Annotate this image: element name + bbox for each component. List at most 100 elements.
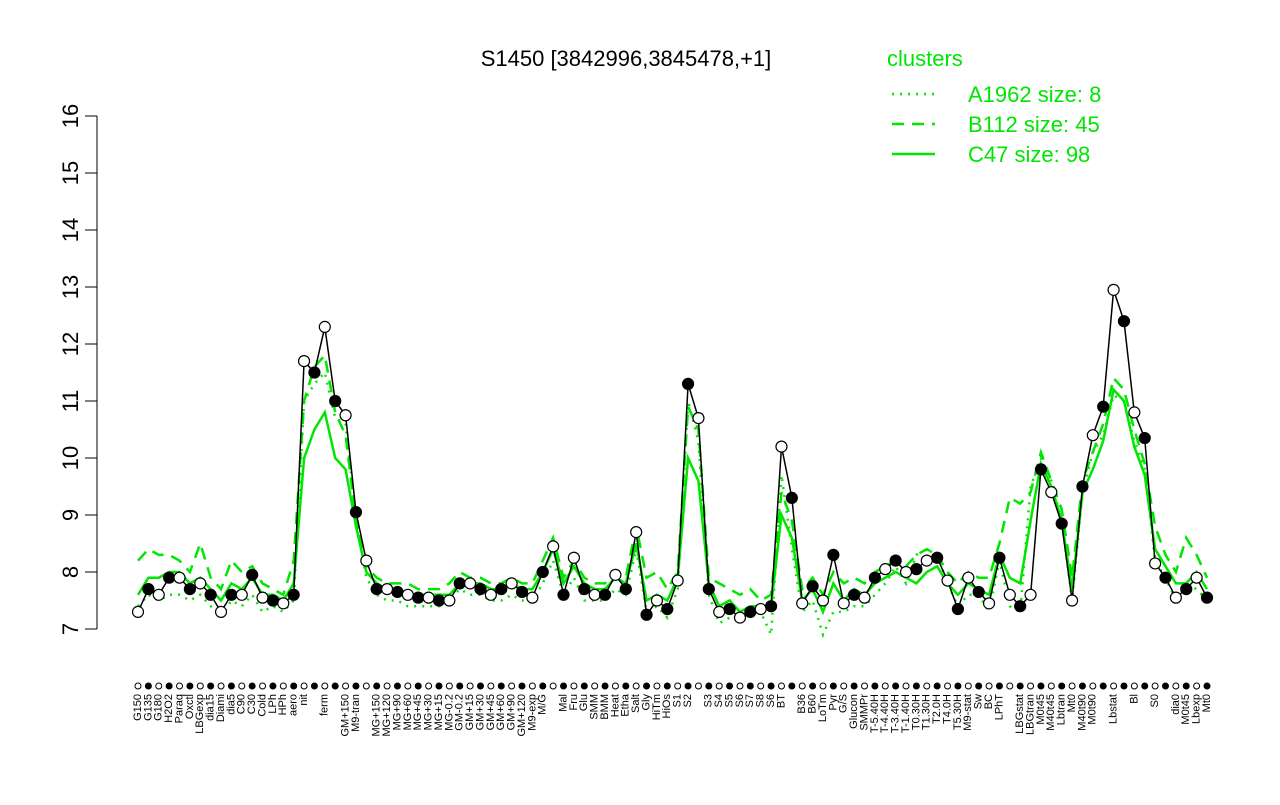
data-point [152, 588, 165, 601]
x-tick-label: M40t90 [1076, 694, 1088, 731]
x-tick-label: LPhT [993, 694, 1005, 721]
x-rug [342, 682, 350, 690]
data-point [785, 491, 798, 504]
data-point [775, 440, 788, 453]
x-rug [1110, 682, 1118, 690]
legend-title: clusters [887, 46, 963, 71]
x-rug [1099, 682, 1107, 690]
x-tick-label: T2.0H [931, 694, 943, 724]
y-tick-label: 13 [58, 275, 83, 299]
x-tick-label: M40t45 [1045, 694, 1057, 731]
x-rug [809, 682, 817, 690]
x-rug [601, 682, 609, 690]
x-rug [1141, 682, 1149, 690]
data-point [329, 394, 342, 408]
x-rug [912, 682, 920, 690]
data-point [1065, 594, 1079, 607]
data-point [754, 602, 767, 616]
y-tick-label: 7 [58, 623, 83, 635]
x-tick-label: Mal [557, 694, 569, 712]
data-point [380, 582, 394, 596]
data-point [246, 568, 259, 581]
x-rug [414, 682, 422, 690]
data-point [588, 588, 601, 601]
x-rug [1151, 682, 1159, 690]
x-rug [788, 682, 796, 690]
data-point [972, 585, 985, 599]
x-tick-label: Fru [568, 694, 580, 711]
x-rug [653, 682, 661, 690]
x-tick-label: T-5.40H [869, 694, 881, 733]
x-tick-label: T0.30H [910, 694, 922, 730]
x-tick-label: BT [775, 694, 787, 708]
x-rug [404, 682, 412, 690]
y-tick-label: 14 [58, 218, 83, 242]
data-point [339, 409, 352, 422]
x-tick-label: M/G [537, 694, 549, 715]
x-tick-label: Lbexp [1191, 694, 1203, 724]
x-tick-label: M9-exp [526, 694, 538, 731]
x-rug [144, 682, 152, 690]
x-tick-label: T-3.40H [890, 694, 902, 733]
data-point [1076, 480, 1089, 493]
x-rug [196, 682, 204, 690]
data-point [1190, 571, 1203, 584]
data-point [474, 582, 487, 596]
x-rug [674, 682, 682, 690]
x-rug [840, 682, 848, 690]
x-tick-label: LPh [267, 694, 279, 714]
x-rug [1016, 682, 1024, 690]
data-point [256, 591, 269, 604]
x-rug [705, 682, 713, 690]
x-tick-label: Sw [973, 694, 985, 709]
x-rug [165, 682, 173, 690]
x-tick-label: M0t45 [1035, 694, 1047, 725]
y-tick-label: 12 [58, 332, 83, 356]
x-rug [622, 682, 630, 690]
data-point [962, 571, 975, 584]
data-point [287, 588, 300, 601]
x-tick-label: Cold [256, 694, 268, 717]
legend-label: B112 size: 45 [968, 112, 1100, 137]
x-rug [259, 682, 267, 690]
x-tick-label: Lbstat [1107, 694, 1119, 724]
x-tick-label: SMMPr [858, 694, 870, 731]
x-tick-label: M0t45 [1180, 694, 1192, 725]
x-rug [746, 682, 754, 690]
x-rug [902, 682, 910, 690]
y-tick-label: 8 [58, 566, 83, 578]
x-rug [321, 682, 329, 690]
x-rug [777, 682, 785, 690]
data-line [137, 289, 1208, 619]
x-rug [1037, 682, 1045, 690]
x-tick-label: T5.30H [952, 694, 964, 730]
data-point [557, 588, 570, 601]
cluster-line [137, 369, 1208, 639]
x-tick-label: LBGtran [1024, 694, 1036, 735]
data-point [214, 605, 228, 619]
x-tick-label: Lbtran [1056, 694, 1068, 725]
x-rug [1089, 682, 1097, 690]
x-rug [508, 682, 516, 690]
data-point [412, 591, 425, 604]
x-tick-label: T-1.40H [900, 694, 912, 733]
data-point [308, 366, 321, 379]
x-rug [1193, 682, 1201, 690]
x-tick-label: M0t90 [1087, 694, 1099, 725]
x-rug [736, 682, 744, 690]
x-rug [217, 682, 225, 690]
x-tick-label: HPh [277, 694, 289, 715]
x-rug [580, 682, 588, 690]
data-point [702, 582, 715, 596]
x-rug [726, 682, 734, 690]
data-point [827, 548, 840, 562]
data-point [484, 588, 497, 601]
y-tick-label: 9 [58, 509, 83, 521]
x-tick-label: MG-0.2 [443, 694, 455, 731]
data-point [515, 585, 529, 599]
data-point [536, 565, 549, 579]
data-point [1034, 463, 1048, 476]
x-tick-label: MG+150 [371, 694, 383, 737]
x-tick-label: GM+120 [516, 694, 528, 737]
